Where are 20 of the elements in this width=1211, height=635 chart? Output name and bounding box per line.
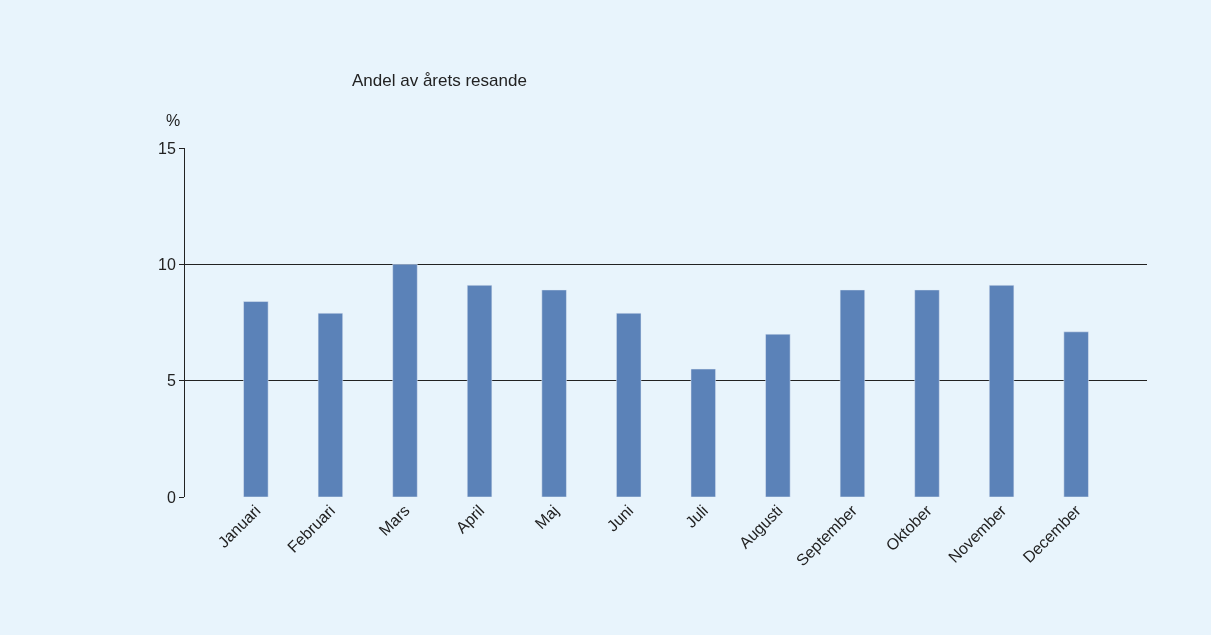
y-tick-label: 5 [166,372,176,390]
bar [243,301,269,497]
bar [317,312,343,497]
y-axis-title: % [166,112,181,129]
y-tick-label: 10 [158,255,176,273]
bar [765,333,791,497]
x-tick-label: Juli [682,501,712,531]
bar [467,285,493,497]
y-tick-label: 15 [158,139,176,157]
bar [541,289,567,497]
bar [839,289,865,497]
bar [989,285,1015,497]
bar [616,312,642,497]
bar [1063,331,1089,497]
chart-title: Andel av årets resande [352,70,527,90]
y-tick-label: 0 [166,488,176,506]
bar [690,368,716,497]
bar [392,264,418,497]
bar [914,289,940,497]
x-tick-label: Maj [531,501,562,533]
